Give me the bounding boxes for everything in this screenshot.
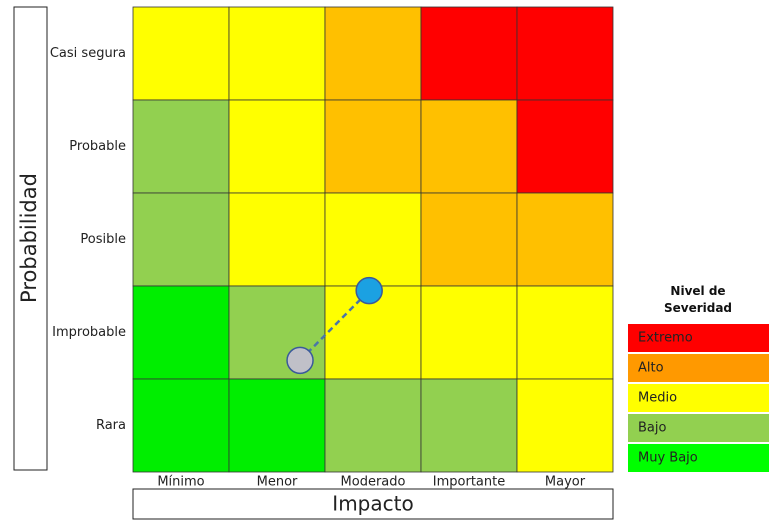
matrix-cell <box>516 6 614 101</box>
x-label: Impacto <box>332 492 413 516</box>
matrix-cell <box>228 378 326 473</box>
matrix-cell <box>132 6 230 101</box>
matrix-cell <box>516 192 614 287</box>
matrix-cell <box>132 285 230 380</box>
y-tick-label: Probable <box>69 139 126 154</box>
matrix-cell <box>516 99 614 194</box>
legend-swatch <box>628 384 769 412</box>
legend-swatch <box>628 324 769 352</box>
matrix-cell <box>420 285 518 380</box>
matrix-cell <box>228 6 326 101</box>
matrix-cell <box>420 378 518 473</box>
matrix-cell <box>420 192 518 287</box>
matrix-cell <box>132 192 230 287</box>
y-tick-label: Posible <box>80 232 126 247</box>
x-tick-label: Menor <box>257 475 298 490</box>
y-tick-label: Rara <box>96 418 126 433</box>
x-tick-label: Moderado <box>341 475 406 490</box>
legend-label: Bajo <box>638 421 666 436</box>
legend-swatch <box>628 414 769 442</box>
matrix-cell <box>420 6 518 101</box>
legend-label: Medio <box>638 391 677 406</box>
legend-label: Extremo <box>638 331 693 346</box>
risk-point <box>286 346 314 375</box>
matrix-cell <box>228 99 326 194</box>
matrix-cell <box>324 99 422 194</box>
x-tick-label: Mayor <box>545 475 586 490</box>
legend-swatch <box>628 354 769 382</box>
legend-label: Alto <box>638 361 664 376</box>
x-tick-label: Importante <box>433 475 505 490</box>
legend-swatch <box>628 444 769 472</box>
matrix-cell <box>324 192 422 287</box>
x-label-box <box>132 488 614 520</box>
risk-point <box>355 276 383 305</box>
matrix-cell <box>324 6 422 101</box>
matrix-cell <box>132 378 230 473</box>
y-tick-label: Improbable <box>52 325 126 340</box>
legend-title: Nivel de Severidad <box>663 284 733 315</box>
x-tick-label: Mínimo <box>157 475 204 490</box>
y-label-box <box>13 6 48 471</box>
matrix-cell <box>324 378 422 473</box>
connector <box>299 289 371 362</box>
matrix-cell <box>516 378 614 473</box>
matrix-cell <box>516 285 614 380</box>
matrix-cell <box>228 192 326 287</box>
y-tick-label: Casi segura <box>50 46 126 61</box>
y-label: Probabilidad <box>17 173 41 303</box>
matrix-cell <box>132 99 230 194</box>
legend-label: Muy Bajo <box>638 451 698 466</box>
matrix-cell <box>420 99 518 194</box>
